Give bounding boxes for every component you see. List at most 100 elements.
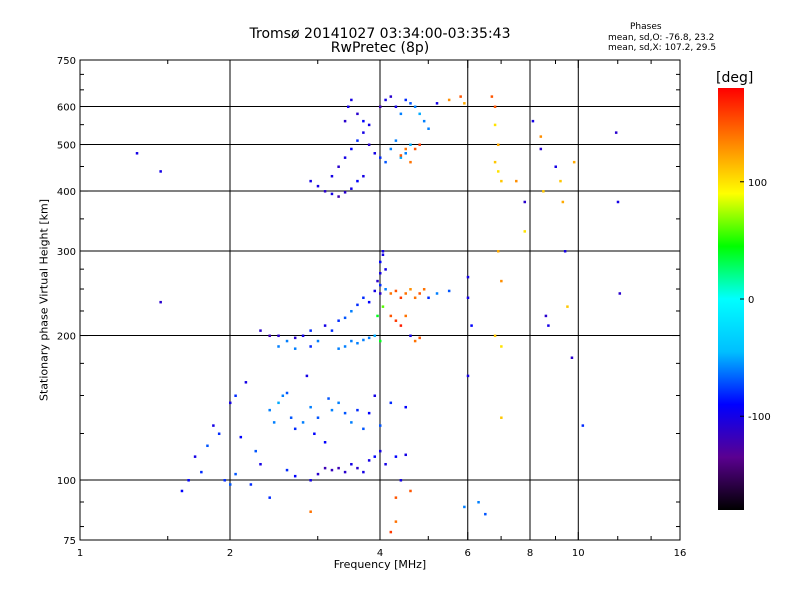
- data-point: [379, 283, 382, 287]
- data-point: [367, 336, 371, 340]
- colorbar-ticks: 100 0 -100: [740, 178, 771, 423]
- data-point: [477, 500, 480, 504]
- data-point: [356, 303, 359, 307]
- data-point: [409, 102, 412, 105]
- data-point: [330, 468, 334, 472]
- data-point: [409, 334, 412, 338]
- data-point: [259, 329, 262, 332]
- data-point: [466, 275, 470, 279]
- y-tick-label: 400: [57, 187, 76, 198]
- data-point: [394, 319, 398, 322]
- y-tick-label: 500: [57, 141, 76, 152]
- data-point: [268, 496, 271, 499]
- data-point: [373, 152, 377, 155]
- data-point: [234, 394, 237, 398]
- data-point: [330, 408, 334, 412]
- data-point: [212, 424, 215, 427]
- data-point: [399, 156, 403, 159]
- data-point: [206, 444, 209, 448]
- data-point: [427, 296, 430, 300]
- data-point: [350, 309, 353, 313]
- data-point: [285, 468, 289, 472]
- data-point: [379, 260, 382, 264]
- data-point: [272, 421, 276, 424]
- data-point: [381, 253, 385, 257]
- data-point: [389, 530, 393, 534]
- data-point: [316, 184, 320, 188]
- data-point: [159, 170, 162, 173]
- data-point: [373, 455, 377, 458]
- data-point: [362, 427, 365, 431]
- data-point: [463, 102, 466, 105]
- data-point: [384, 288, 387, 291]
- data-point: [293, 336, 297, 340]
- data-point: [389, 147, 393, 151]
- data-point: [350, 462, 353, 466]
- data-point: [337, 319, 340, 322]
- data-point: [447, 98, 451, 102]
- data-point: [470, 324, 473, 327]
- data-point: [200, 470, 203, 474]
- data-point: [350, 187, 353, 190]
- data-point: [413, 147, 417, 151]
- data-point: [217, 432, 221, 436]
- data-point: [435, 292, 439, 295]
- data-point: [493, 123, 497, 127]
- data-point: [309, 329, 312, 332]
- data-point: [539, 135, 543, 138]
- data-point: [413, 105, 417, 109]
- data-point: [254, 449, 257, 453]
- data-point: [523, 200, 527, 204]
- data-point: [362, 131, 365, 134]
- data-point: [561, 200, 565, 204]
- data-point: [404, 98, 407, 102]
- data-point: [309, 510, 312, 513]
- data-point: [413, 339, 417, 343]
- data-point: [356, 179, 359, 183]
- data-point: [399, 112, 403, 116]
- y-tick-label: 75: [63, 536, 76, 547]
- data-point: [500, 179, 503, 183]
- data-point: [343, 156, 347, 159]
- data-point: [389, 314, 393, 318]
- data-point: [289, 416, 293, 419]
- data-point: [323, 441, 327, 444]
- data-point: [581, 424, 585, 427]
- data-point: [399, 296, 403, 300]
- data-point: [323, 324, 327, 327]
- data-point: [542, 190, 545, 193]
- x-tick-label: 6: [465, 548, 471, 559]
- data-point: [309, 345, 312, 348]
- colorbar: [718, 88, 744, 510]
- data-point: [404, 152, 407, 155]
- data-point: [523, 230, 527, 233]
- data-point: [418, 336, 421, 340]
- data-point: [373, 334, 377, 338]
- data-point: [394, 496, 398, 499]
- data-point: [384, 98, 387, 102]
- data-point: [316, 472, 320, 476]
- data-point: [337, 401, 340, 405]
- data-point: [418, 143, 421, 147]
- data-point: [367, 411, 371, 415]
- data-point: [316, 339, 320, 343]
- data-point: [618, 292, 622, 295]
- data-point: [466, 374, 470, 378]
- data-point: [293, 347, 297, 350]
- data-point: [389, 95, 393, 98]
- data-point: [493, 334, 497, 338]
- data-point: [350, 339, 353, 343]
- data-point: [316, 416, 320, 419]
- x-tick-label: 4: [377, 548, 383, 559]
- data-point: [394, 289, 398, 293]
- data-point: [394, 105, 398, 109]
- data-point: [379, 105, 382, 109]
- data-point: [515, 179, 518, 183]
- data-point: [367, 143, 371, 147]
- data-point: [404, 314, 407, 318]
- data-point: [572, 160, 576, 164]
- data-point: [268, 334, 271, 338]
- colorbar-unit-label: [deg]: [716, 70, 754, 86]
- chart-subtitle: RwPretec (8p): [330, 40, 430, 56]
